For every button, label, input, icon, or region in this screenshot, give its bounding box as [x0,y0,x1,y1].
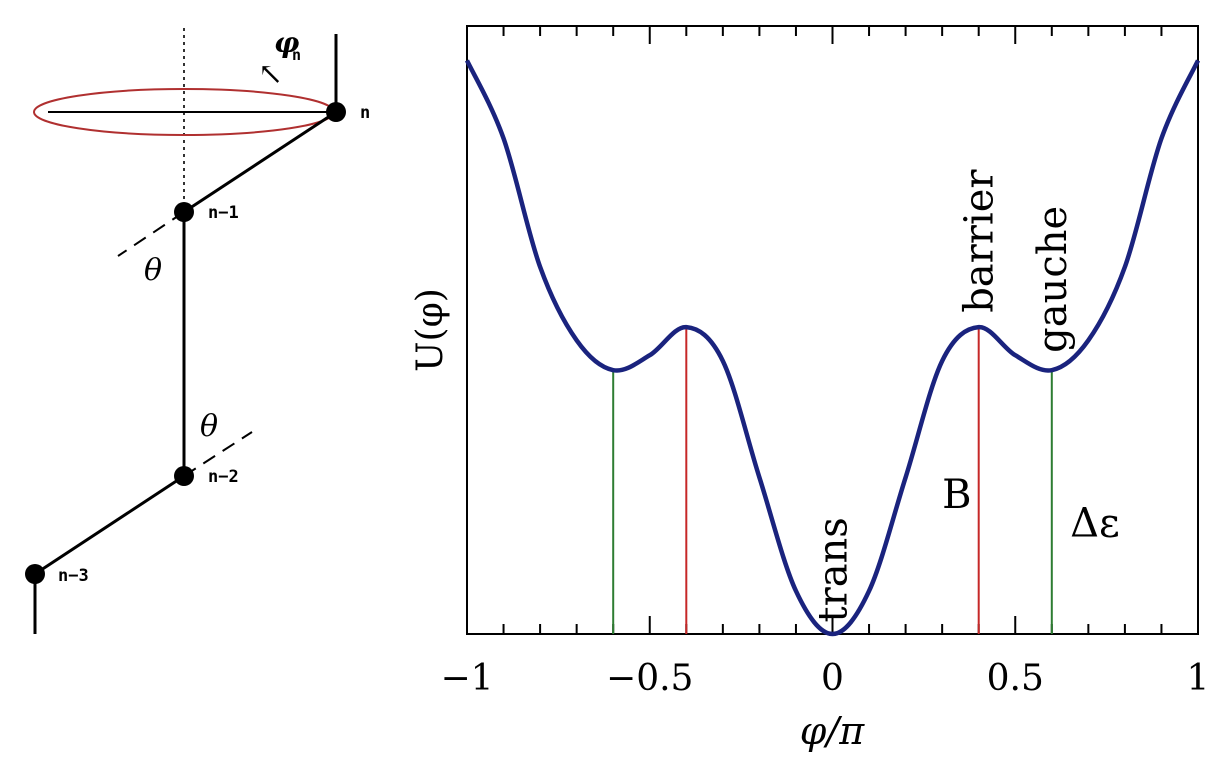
x-tick-label: 1 [1187,658,1210,699]
vertical-markers [612,327,1053,634]
x-tick-label: 0.5 [987,658,1044,699]
torsion-potential-chart: −1 −0.5 0 0.5 1 trans barrier gauche B Δε φ/π U(… [410,25,1209,753]
torsion-angle-label: φ [274,26,300,59]
atom-label-n: n [360,103,370,123]
atom-n-3 [25,564,45,584]
bond-n2-n3 [34,474,185,576]
atom-n-2 [174,466,194,486]
annotation-label: gauche [1030,206,1076,353]
bond-n-n1 [183,110,337,214]
torsion-angle-subscript: n [292,46,301,64]
potential-curve [464,59,1201,637]
annotation-label: Δε [1070,500,1120,546]
bond-angle-label-lower: θ [200,409,218,444]
annotation-label: barrier [957,169,1003,313]
bond-angle-label-upper: θ [144,253,162,288]
extension-dashed-lower [183,431,253,477]
annotation-label: B [942,472,971,518]
chart-annotations: trans barrier gauche B Δε [811,169,1120,623]
x-tick-label: 0 [821,658,844,699]
atom-n-1 [174,202,194,222]
x-tick-label: −1 [440,658,493,699]
atom-n [326,102,346,122]
atom-label-n-1: n−1 [208,203,239,223]
x-tick-label: −0.5 [606,658,693,699]
atom-label-n-3: n−3 [58,566,89,586]
rotation-arrow-icon: ↖ [258,57,283,92]
annotation-label: trans [811,517,857,622]
atom-label-n-2: n−2 [208,467,239,487]
chain-diagram: n n−1 n−2 n−3 θ θ ↖ φ n [25,26,370,634]
x-axis-label: φ/π [800,709,865,753]
extension-dashed-upper [117,211,185,257]
y-axis-label: U(φ) [410,288,451,372]
x-tick-labels: −1 −0.5 0 0.5 1 [440,658,1209,699]
